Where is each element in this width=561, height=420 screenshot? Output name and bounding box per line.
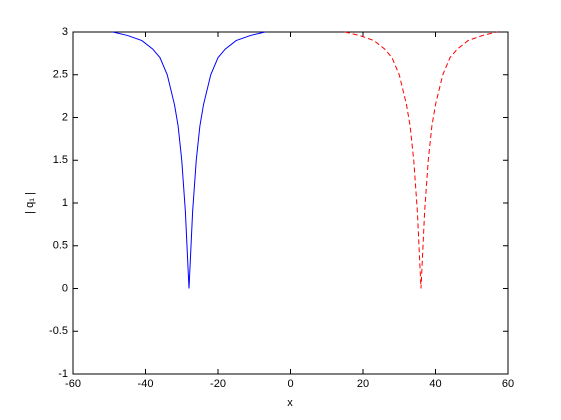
y-tick-label: 0: [62, 282, 68, 294]
y-tick-label: 3: [62, 26, 68, 38]
x-tick-label: 0: [287, 378, 293, 390]
y-tick-label: 2.5: [53, 69, 68, 81]
plot-box: [72, 31, 509, 375]
x-axis-label: x: [287, 397, 293, 409]
x-tick-label: -40: [138, 378, 154, 390]
y-tick-label: -0.5: [49, 325, 68, 337]
line-series: [112, 31, 266, 289]
x-tick-label: -60: [65, 378, 81, 390]
y-tick-label: 1.5: [53, 154, 68, 166]
y-tick-label: 2: [62, 111, 68, 123]
y-axis-label: | q₁ |: [24, 192, 36, 214]
y-tick-label: 0.5: [53, 240, 68, 252]
line-series: [344, 31, 498, 289]
x-tick-label: -20: [210, 378, 226, 390]
y-tick-label: -1: [58, 368, 68, 380]
x-tick-label: 40: [429, 378, 441, 390]
y-tick-label: 1: [62, 197, 68, 209]
x-tick-label: 60: [502, 378, 514, 390]
x-tick-label: 20: [357, 378, 369, 390]
